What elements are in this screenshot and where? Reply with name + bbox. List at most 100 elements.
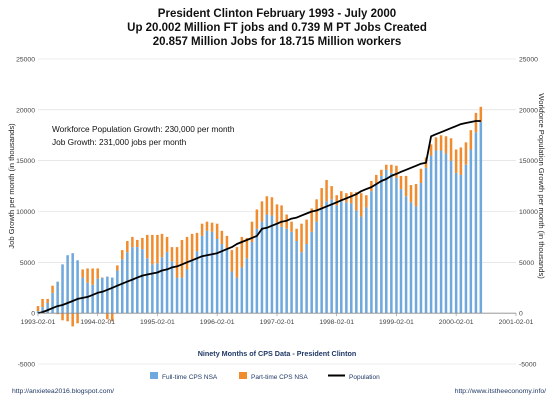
- bar-part-time: [435, 137, 438, 150]
- bar-full-time: [276, 223, 279, 313]
- bar-full-time: [166, 252, 169, 313]
- bar-part-time: [41, 299, 44, 307]
- y-tick-label-left: 10000: [16, 209, 35, 216]
- bar-part-time: [290, 222, 293, 232]
- bar-full-time: [360, 217, 363, 314]
- bar-part-time: [395, 166, 398, 178]
- legend-label-part-time: Part-time CPS NSA: [251, 374, 308, 381]
- bar-full-time: [430, 156, 433, 314]
- footer-right-url: http://www.itstheeconomy.info/: [455, 388, 546, 395]
- legend-swatch-part-time: [239, 372, 247, 379]
- bar-part-time: [350, 192, 353, 203]
- bar-part-time: [295, 229, 298, 241]
- bar-part-time: [61, 313, 64, 320]
- bar-full-time: [221, 244, 224, 313]
- bar-full-time: [256, 229, 259, 313]
- annotation-job-growth: Job Growth: 231,000 jobs per month: [52, 137, 187, 147]
- bar-full-time: [161, 257, 164, 313]
- bar-full-time: [71, 253, 74, 313]
- bar-part-time: [445, 136, 448, 153]
- y-tick-label-left: -5000: [18, 362, 36, 369]
- bar-part-time: [385, 165, 388, 170]
- bar-full-time: [475, 132, 478, 313]
- y-tick-label-left: 20000: [16, 107, 35, 114]
- bar-part-time: [430, 144, 433, 155]
- bar-full-time: [141, 249, 144, 313]
- bar-full-time: [66, 255, 69, 313]
- x-tick-label: 1994-02-01: [80, 319, 115, 326]
- bar-full-time: [136, 247, 139, 313]
- bar-part-time: [151, 235, 154, 264]
- bar-part-time: [480, 107, 483, 122]
- bar-full-time: [380, 176, 383, 313]
- bar-full-time: [335, 205, 338, 313]
- bar-part-time: [191, 234, 194, 259]
- bar-full-time: [51, 293, 54, 313]
- chart-title-line-2: Up 20.002 Million FT jobs and 0.739 M PT…: [127, 22, 427, 34]
- bar-full-time: [201, 236, 204, 313]
- y-axis-right-label: Workforce Population Growth per month (i…: [537, 93, 546, 279]
- bar-full-time: [111, 278, 114, 314]
- y-tick-label-left: 25000: [16, 57, 35, 64]
- bar-full-time: [151, 264, 154, 313]
- bar-part-time: [37, 306, 40, 311]
- x-tick-label: 1996-02-01: [200, 319, 235, 326]
- bar-part-time: [320, 188, 323, 207]
- bar-part-time: [211, 223, 214, 232]
- bar-part-time: [226, 236, 229, 248]
- bar-part-time: [256, 209, 259, 228]
- bar-part-time: [405, 176, 408, 196]
- bar-part-time: [131, 237, 134, 247]
- bar-full-time: [106, 277, 109, 314]
- bar-full-time: [395, 178, 398, 313]
- population-line-path: [38, 121, 481, 313]
- bar-full-time: [231, 271, 234, 313]
- bar-part-time: [300, 224, 303, 252]
- bar-full-time: [460, 175, 463, 313]
- bar-part-time: [86, 268, 89, 282]
- bar-full-time: [425, 168, 428, 313]
- y-tick-label-right: -5000: [519, 362, 537, 369]
- bar-full-time: [246, 258, 249, 313]
- bar-part-time: [71, 313, 74, 326]
- bar-full-time: [46, 303, 49, 313]
- bar-full-time: [216, 239, 219, 313]
- bar-part-time: [231, 250, 234, 271]
- y-tick-label-left: 0: [31, 311, 35, 318]
- y-tick-label-right: 25000: [519, 57, 538, 64]
- annotation-population-growth: Workforce Population Growth: 230,000 per…: [52, 124, 235, 134]
- bar-full-time: [121, 259, 124, 313]
- bar-full-time: [176, 278, 179, 314]
- bar-part-time: [46, 299, 49, 303]
- bar-part-time: [365, 195, 368, 207]
- bar-full-time: [330, 199, 333, 313]
- bar-full-time: [355, 210, 358, 313]
- x-tick-label: 1999-02-01: [379, 319, 414, 326]
- bar-full-time: [420, 183, 423, 313]
- bar-full-time: [266, 215, 269, 314]
- bar-full-time: [480, 122, 483, 313]
- bar-full-time: [261, 222, 264, 314]
- bar-full-time: [320, 207, 323, 313]
- bar-full-time: [226, 248, 229, 313]
- bar-full-time: [280, 227, 283, 313]
- bar-full-time: [101, 278, 104, 314]
- bar-full-time: [440, 151, 443, 314]
- bar-part-time: [261, 201, 264, 221]
- bar-part-time: [415, 184, 418, 206]
- bar-full-time: [410, 202, 413, 313]
- bar-full-time: [285, 229, 288, 313]
- bar-full-time: [81, 278, 84, 314]
- bar-full-time: [206, 231, 209, 313]
- bar-full-time: [236, 278, 239, 314]
- bar-part-time: [66, 313, 69, 321]
- bar-part-time: [91, 268, 94, 284]
- bar-part-time: [176, 247, 179, 277]
- bar-part-time: [181, 240, 184, 278]
- bar-full-time: [445, 154, 448, 314]
- bar-part-time: [410, 185, 413, 202]
- bar-full-time: [96, 279, 99, 314]
- y-tick-label-right: 15000: [519, 158, 538, 165]
- bar-part-time: [455, 149, 458, 172]
- x-tick-label: 2000-02-01: [439, 319, 474, 326]
